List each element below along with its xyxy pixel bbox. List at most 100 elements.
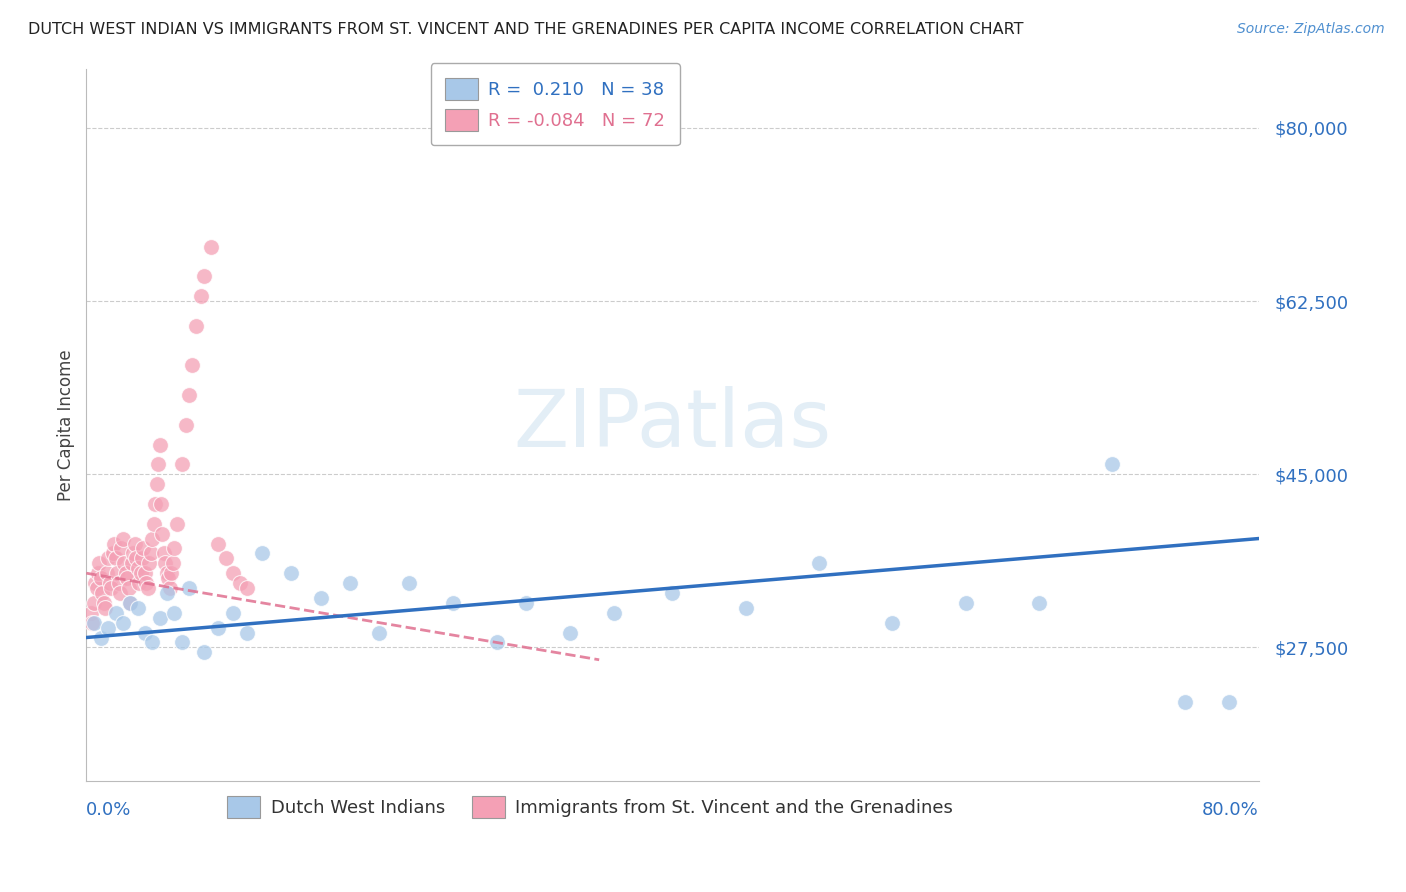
- Point: [1218, 695, 1240, 709]
- Point: [162, 556, 184, 570]
- Point: [101, 546, 124, 560]
- Point: [153, 546, 176, 560]
- Point: [112, 556, 135, 570]
- Point: [82, 615, 104, 630]
- Point: [174, 417, 197, 432]
- Point: [280, 566, 302, 581]
- Point: [135, 576, 157, 591]
- Point: [157, 571, 180, 585]
- Point: [166, 516, 188, 531]
- Point: [127, 561, 149, 575]
- Point: [111, 615, 134, 630]
- Point: [160, 566, 183, 581]
- Point: [229, 576, 252, 591]
- Point: [368, 625, 391, 640]
- Point: [150, 497, 173, 511]
- Point: [236, 625, 259, 640]
- Point: [558, 625, 581, 640]
- Point: [80, 606, 103, 620]
- Point: [132, 541, 155, 556]
- Point: [148, 611, 170, 625]
- Point: [159, 581, 181, 595]
- Point: [96, 566, 118, 581]
- Text: 0.0%: 0.0%: [86, 801, 132, 819]
- Point: [121, 556, 143, 570]
- Point: [139, 546, 162, 560]
- Point: [136, 581, 159, 595]
- Point: [120, 596, 142, 610]
- Point: [207, 621, 229, 635]
- Point: [882, 615, 904, 630]
- Text: DUTCH WEST INDIAN VS IMMIGRANTS FROM ST. VINCENT AND THE GRENADINES PER CAPITA I: DUTCH WEST INDIAN VS IMMIGRANTS FROM ST.…: [28, 22, 1024, 37]
- Point: [104, 551, 127, 566]
- Point: [734, 600, 756, 615]
- Point: [108, 586, 131, 600]
- Point: [83, 596, 105, 610]
- Point: [145, 477, 167, 491]
- Point: [100, 581, 122, 595]
- Point: [170, 635, 193, 649]
- Point: [83, 615, 105, 630]
- Point: [84, 576, 107, 591]
- Point: [163, 606, 186, 620]
- Point: [193, 645, 215, 659]
- Text: Source: ZipAtlas.com: Source: ZipAtlas.com: [1237, 22, 1385, 37]
- Point: [398, 576, 420, 591]
- Point: [90, 631, 112, 645]
- Point: [104, 606, 127, 620]
- Point: [603, 606, 626, 620]
- Point: [115, 566, 138, 581]
- Point: [1028, 596, 1050, 610]
- Point: [93, 596, 115, 610]
- Point: [807, 556, 830, 570]
- Legend: Dutch West Indians, Immigrants from St. Vincent and the Grenadines: Dutch West Indians, Immigrants from St. …: [221, 789, 960, 825]
- Point: [120, 596, 142, 610]
- Point: [97, 551, 120, 566]
- Point: [128, 576, 150, 591]
- Point: [156, 586, 179, 600]
- Point: [163, 541, 186, 556]
- Y-axis label: Per Capita Income: Per Capita Income: [58, 349, 75, 500]
- Point: [97, 621, 120, 635]
- Point: [236, 581, 259, 595]
- Text: 80.0%: 80.0%: [1202, 801, 1258, 819]
- Point: [515, 596, 537, 610]
- Point: [125, 551, 148, 566]
- Point: [1174, 695, 1197, 709]
- Point: [190, 289, 212, 303]
- Point: [170, 458, 193, 472]
- Point: [131, 551, 153, 566]
- Point: [103, 536, 125, 550]
- Point: [105, 566, 128, 581]
- Point: [180, 359, 202, 373]
- Point: [222, 566, 245, 581]
- Point: [129, 566, 152, 581]
- Point: [122, 546, 145, 560]
- Point: [485, 635, 508, 649]
- Point: [177, 581, 200, 595]
- Point: [110, 541, 132, 556]
- Point: [152, 526, 174, 541]
- Point: [661, 586, 683, 600]
- Point: [156, 566, 179, 581]
- Point: [200, 240, 222, 254]
- Point: [89, 556, 111, 570]
- Point: [193, 269, 215, 284]
- Point: [98, 576, 121, 591]
- Point: [177, 388, 200, 402]
- Point: [111, 532, 134, 546]
- Point: [94, 600, 117, 615]
- Point: [250, 546, 273, 560]
- Point: [1101, 458, 1123, 472]
- Point: [141, 635, 163, 649]
- Point: [127, 600, 149, 615]
- Point: [207, 536, 229, 550]
- Point: [955, 596, 977, 610]
- Point: [441, 596, 464, 610]
- Point: [134, 566, 156, 581]
- Point: [141, 532, 163, 546]
- Point: [155, 556, 177, 570]
- Point: [143, 497, 166, 511]
- Point: [91, 586, 114, 600]
- Point: [146, 458, 169, 472]
